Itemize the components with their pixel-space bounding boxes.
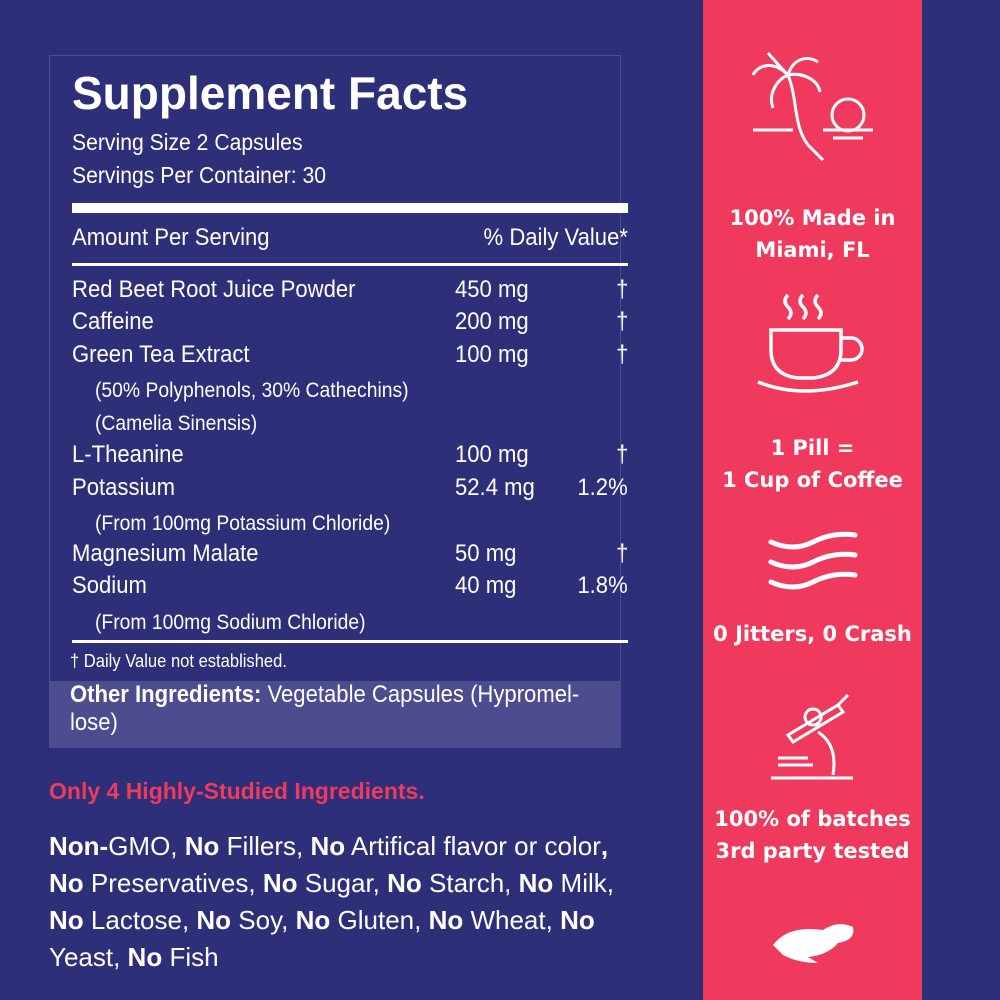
table-row: Sodium 40 mg 1.8% [72,572,628,599]
claim-text: Starch, [421,868,519,898]
table-row: Magnesium Malate 50 mg † [72,540,628,567]
features-strip: 100% Made in Miami, FL 1 Pill = 1 Cup of C… [703,0,922,1000]
claim-text: Preservatives, [83,868,263,898]
feature-pill-coffee: 1 Pill = 1 Cup of Coffee [722,436,903,492]
thick-divider [72,203,628,213]
coffee-cup-icon [756,293,864,393]
supplement-facts-panel: Supplement Facts Serving Size 2 Capsules… [49,55,628,748]
claim-text: GMO, [108,831,185,861]
claim-text: Soy, [231,905,296,935]
table-row: Green Tea Extract 100 mg † [72,341,628,368]
green-tea-note: (Camelia Sinensis) [95,412,258,435]
potassium-note: (From 100mg Potassium Chloride) [95,512,391,535]
claim-bold: No [262,868,298,898]
claim-text: Fillers, [219,831,311,861]
microscope-icon [770,693,853,780]
claim-bold: No [295,905,331,935]
claim-text: Milk, [553,868,614,898]
dv-header: % Daily Value* [483,224,628,251]
claim-bold: No [560,905,595,935]
servings-per-container: Servings Per Container: 30 [72,162,327,188]
feature-no-jitters: 0 Jitters, 0 Crash [713,622,912,646]
claim-text: Sugar, [297,868,388,898]
claim-text: Fish [162,942,219,972]
claim-bold: No [184,831,220,861]
claim-text: Gluten, [330,905,429,935]
claim-bold: No [310,831,346,861]
table-row: Potassium 52.4 mg 1.2% [72,474,628,501]
feature-third-party-tested: 100% of batches 3rd party tested [714,807,911,863]
waves-icon [768,531,857,590]
panel-title: Supplement Facts [72,67,469,119]
feature-made-in-miami: 100% Made in Miami, FL [729,206,896,262]
palm-tree-sunset-icon [751,51,873,162]
claim-text: Lactose, [83,905,197,935]
sloth-logo-icon [772,924,853,963]
claim-bold: No [518,868,554,898]
free-from-claims: Non-GMO, No Fillers, No Artifical flavor… [49,828,649,976]
table-header: Amount Per Serving % Daily Value* [72,224,628,256]
claim-bold: No [196,905,232,935]
sodium-note: (From 100mg Sodium Chloride) [95,611,366,634]
claim-bold: , No [49,831,609,898]
claim-bold: No [49,905,84,935]
claim-text: Wheat, [463,905,561,935]
divider [72,263,628,266]
footnote: † Daily Value not established. [70,651,287,671]
table-row: L-Theanine 100 mg † [72,441,628,468]
other-ingredients: Other Ingredients: Vegetable Capsules (H… [50,681,620,748]
tagline: Only 4 Highly-Studied Ingredients. [49,778,425,804]
serving-size: Serving Size 2 Capsules [72,129,303,155]
claim-text: Yeast, [49,942,128,972]
green-tea-note: (50% Polyphenols, 30% Cathechins) [95,379,409,402]
claim-bold: No [127,942,163,972]
claim-bold: No [428,905,464,935]
claim-bold: Non- [49,831,109,861]
table-row: Red Beet Root Juice Powder 450 mg † [72,276,628,303]
amount-header: Amount Per Serving [72,224,270,251]
divider [72,640,628,643]
table-row: Caffeine 200 mg † [72,308,628,335]
claim-text: Artifical flavor or color [345,831,601,861]
claim-bold: No [387,868,422,898]
